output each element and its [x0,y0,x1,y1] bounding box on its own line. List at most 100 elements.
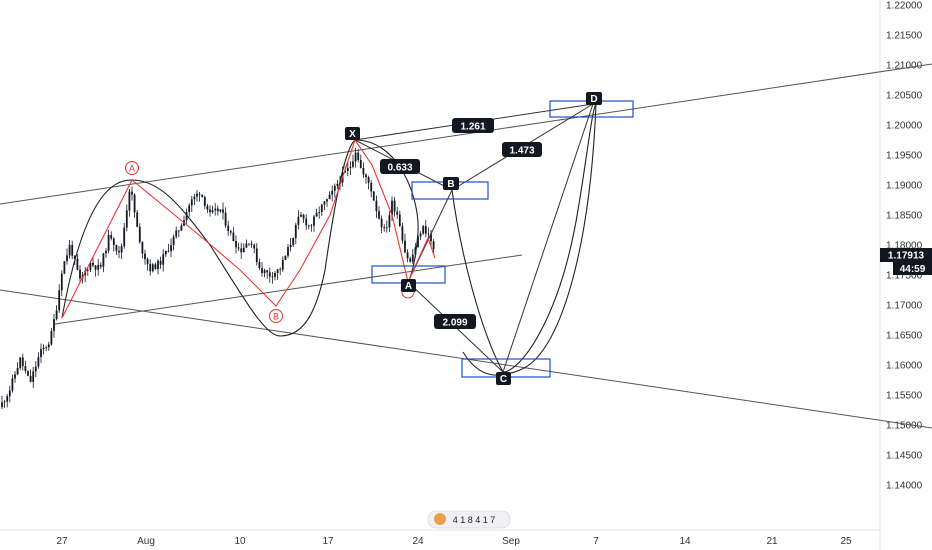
candle-body [177,230,180,232]
candle-body [40,349,42,358]
minor-point-a-label: A [129,164,135,174]
candle-body [419,233,422,237]
candle-body [331,190,334,195]
candle-body [258,262,261,269]
y-tick-label: 1.17500 [886,271,923,282]
candle-body [281,259,284,270]
candle-body [138,226,141,242]
candle-body [375,200,378,212]
candle-body [404,240,406,253]
c-to-d-arc-outer[interactable] [462,103,597,376]
candle-body [79,269,81,279]
ratio-label-1[interactable]: 1.261 [452,118,494,133]
events-icons[interactable]: 4 1 8 4 1 7 [427,510,511,529]
candle-body [248,243,250,245]
candle-body [172,236,175,246]
c-to-d-arc-inner[interactable] [502,103,597,373]
x-axis[interactable]: 27 Aug 10 17 24 Sep 7 14 21 25 [56,536,852,547]
x-tick-label: Aug [137,536,155,547]
minor-point-b[interactable]: B [269,309,283,323]
candle-body [112,238,115,246]
current-price-tag[interactable]: 1.17913 44:59 [880,248,932,275]
point-x[interactable]: X [345,127,360,140]
candle-body [214,208,217,211]
candle-body [229,231,232,233]
candle-body [427,233,430,235]
candle-body [354,152,357,162]
candle-body [276,269,279,273]
x-to-a-arc[interactable] [354,139,419,283]
candle-body [164,250,167,255]
ratio-1-text: 1.261 [460,122,485,133]
y-tick-label: 1.15000 [886,421,923,432]
candle-body [144,253,146,260]
pattern-arcs[interactable] [61,103,597,376]
ratio-label-3[interactable]: 1.473 [502,142,542,157]
candle-body [287,247,289,256]
point-d[interactable]: D [586,92,602,105]
candle-body [359,159,362,168]
xabcd-pattern[interactable] [354,103,594,373]
candle-body [424,226,427,234]
candle-body [120,246,123,253]
candle-body [149,263,152,272]
candle-body [131,191,133,195]
candle-body [266,270,269,273]
candle-body [242,247,245,253]
candle-body [250,243,253,245]
candle-body [219,209,222,212]
candle-body [97,264,100,270]
y-tick-label: 1.19500 [886,151,923,162]
candle-body [362,167,365,175]
x-tick-label: 14 [679,536,691,547]
mid-trendline[interactable] [54,254,523,325]
candle-body [370,182,373,192]
ratio-label-2[interactable]: 0.633 [380,159,420,174]
candle-body [110,234,113,239]
large-sine-arc[interactable] [61,139,356,337]
candle-body [323,201,326,205]
candle-body [297,216,300,225]
upper-channel-line[interactable] [0,63,932,205]
candle-body [73,255,76,259]
candle-body [268,272,271,277]
event-flag-icon [434,513,446,525]
point-b[interactable]: B [443,177,459,190]
x-tick-label: 24 [412,536,424,547]
candle-body [401,226,404,241]
minor-point-a[interactable]: A [125,161,139,175]
candle-body [414,247,417,255]
ratio-label-4[interactable]: 2.099 [434,314,476,329]
y-axis[interactable]: 1.22000 1.21500 1.21000 1.20500 1.20000 1.195… [886,1,923,492]
candle-body [383,227,386,229]
candle-body [92,262,94,266]
c-to-d-line[interactable] [502,103,594,373]
y-tick-label: 1.19000 [886,181,923,192]
b-to-c-arc[interactable] [451,189,504,373]
candle-body [216,208,219,212]
candle-body [37,357,40,367]
point-a[interactable]: A [401,279,416,292]
candle-body [235,241,237,248]
candle-body [146,259,149,264]
candlestick-series [1,147,435,410]
candle-body [396,211,399,215]
candle-body [300,214,302,217]
candle-body [263,270,266,274]
point-c[interactable]: C [496,372,511,385]
x-tick-label: 7 [593,536,599,547]
candle-body [16,367,19,375]
candle-body [336,183,339,186]
candle-body [53,319,55,332]
candle-body [107,234,110,251]
candle-body [76,258,79,270]
candle-body [136,212,139,227]
y-tick-label: 1.16500 [886,331,923,342]
y-tick-label: 1.21000 [886,61,923,72]
candle-body [175,230,178,237]
candle-body [310,225,313,227]
candle-body [89,262,92,270]
candle-body [320,204,323,213]
